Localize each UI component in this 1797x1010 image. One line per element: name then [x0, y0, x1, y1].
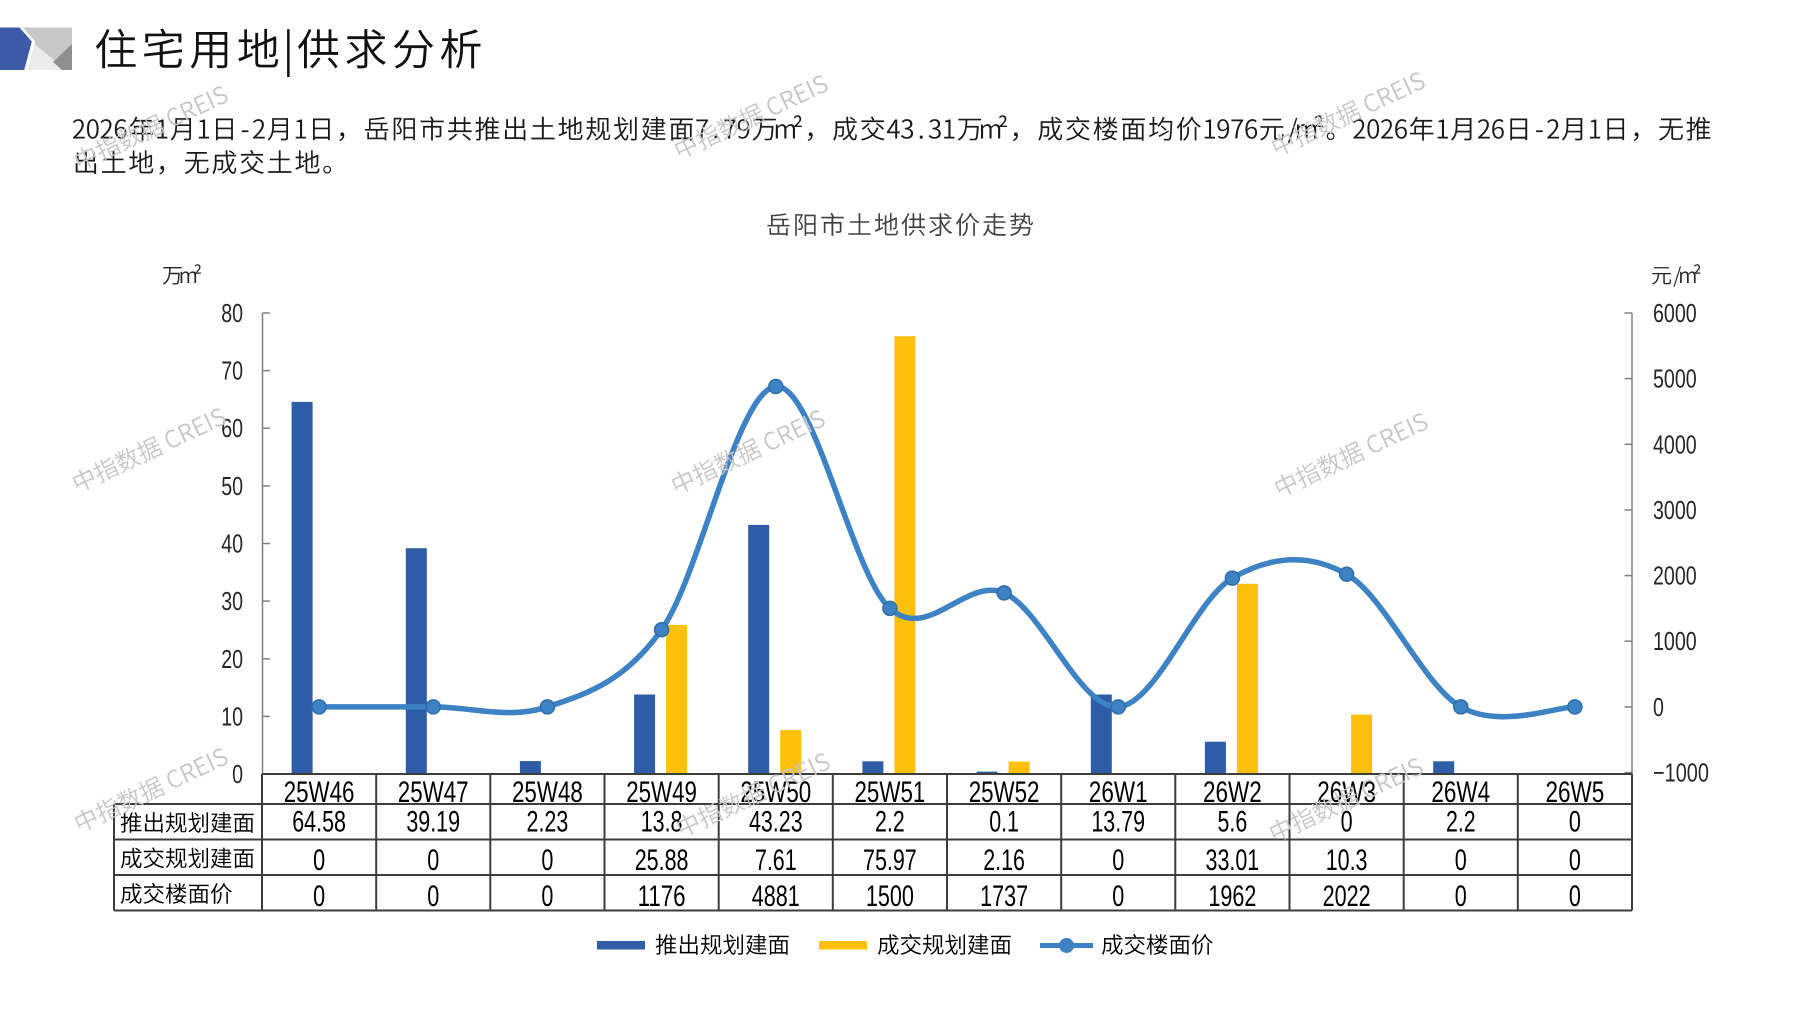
- svg-text:43.23: 43.23: [749, 806, 803, 839]
- svg-text:0: 0: [1112, 844, 1124, 877]
- svg-text:2.2: 2.2: [1446, 806, 1476, 839]
- svg-text:30: 30: [221, 586, 243, 616]
- svg-text:0: 0: [313, 880, 325, 913]
- svg-text:0.1: 0.1: [989, 806, 1019, 839]
- svg-text:2.16: 2.16: [983, 844, 1025, 877]
- svg-text:20: 20: [221, 644, 243, 674]
- svg-text:5000: 5000: [1653, 364, 1697, 394]
- svg-text:0: 0: [1341, 806, 1353, 839]
- svg-text:−1000: −1000: [1653, 758, 1709, 788]
- svg-text:1176: 1176: [638, 880, 686, 913]
- svg-text:0: 0: [1455, 880, 1467, 913]
- svg-text:0: 0: [1569, 844, 1581, 877]
- svg-text:75.97: 75.97: [863, 844, 917, 877]
- svg-text:25W49: 25W49: [626, 776, 697, 809]
- svg-text:26W5: 26W5: [1546, 776, 1605, 809]
- svg-text:1962: 1962: [1208, 880, 1256, 913]
- svg-text:50: 50: [221, 471, 243, 501]
- svg-text:10.3: 10.3: [1326, 844, 1368, 877]
- svg-text:60: 60: [221, 413, 243, 443]
- svg-text:4000: 4000: [1653, 429, 1697, 459]
- svg-text:80: 80: [221, 298, 243, 328]
- svg-text:10: 10: [221, 701, 243, 731]
- svg-text:2000: 2000: [1653, 561, 1697, 591]
- svg-text:1000: 1000: [1653, 626, 1697, 656]
- svg-text:3000: 3000: [1653, 495, 1697, 525]
- svg-text:25W50: 25W50: [740, 776, 811, 809]
- svg-text:0: 0: [1569, 806, 1581, 839]
- svg-text:25W48: 25W48: [512, 776, 583, 809]
- svg-text:0: 0: [1569, 880, 1581, 913]
- svg-text:26W1: 26W1: [1089, 776, 1148, 809]
- svg-text:25W46: 25W46: [284, 776, 355, 809]
- svg-text:26W2: 26W2: [1203, 776, 1262, 809]
- svg-text:0: 0: [541, 844, 553, 877]
- svg-text:25W51: 25W51: [855, 776, 926, 809]
- svg-text:4881: 4881: [752, 880, 800, 913]
- svg-text:2.23: 2.23: [527, 806, 569, 839]
- svg-text:1737: 1737: [980, 880, 1028, 913]
- svg-text:70: 70: [221, 356, 243, 386]
- svg-text:7.61: 7.61: [755, 844, 797, 877]
- svg-text:0: 0: [1653, 692, 1664, 722]
- svg-text:26W4: 26W4: [1431, 776, 1490, 809]
- svg-text:5.6: 5.6: [1218, 806, 1248, 839]
- svg-text:25W52: 25W52: [969, 776, 1040, 809]
- svg-text:2.2: 2.2: [875, 806, 905, 839]
- svg-text:25.88: 25.88: [635, 844, 689, 877]
- svg-text:0: 0: [313, 844, 325, 877]
- svg-text:0: 0: [427, 844, 439, 877]
- svg-text:2022: 2022: [1323, 880, 1371, 913]
- svg-text:6000: 6000: [1653, 298, 1697, 328]
- svg-text:0: 0: [232, 759, 243, 789]
- svg-text:0: 0: [1112, 880, 1124, 913]
- svg-text:1500: 1500: [866, 880, 914, 913]
- svg-text:25W47: 25W47: [398, 776, 469, 809]
- svg-text:40: 40: [221, 529, 243, 559]
- svg-text:0: 0: [1455, 844, 1467, 877]
- svg-text:0: 0: [541, 880, 553, 913]
- svg-text:13.79: 13.79: [1091, 806, 1145, 839]
- svg-text:13.8: 13.8: [641, 806, 683, 839]
- svg-text:64.58: 64.58: [292, 806, 346, 839]
- svg-text:39.19: 39.19: [406, 806, 460, 839]
- svg-text:33.01: 33.01: [1206, 844, 1260, 877]
- svg-text:0: 0: [427, 880, 439, 913]
